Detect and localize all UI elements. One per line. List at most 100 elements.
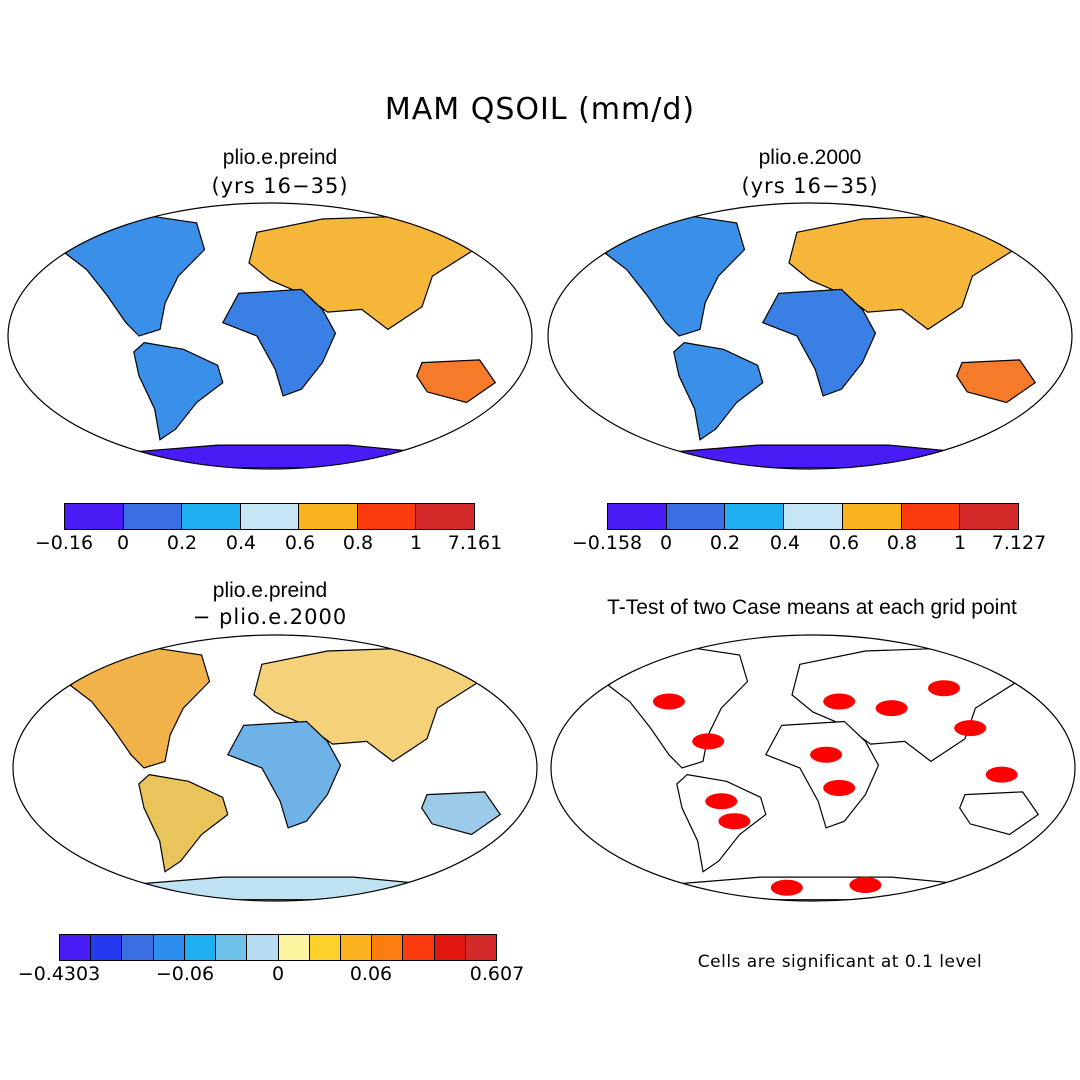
continent-samerica <box>133 341 224 441</box>
colorbar-swatch <box>91 935 123 960</box>
significant-cell-cluster <box>652 693 685 710</box>
colorbar-swatch <box>666 504 726 529</box>
continent-australia <box>956 359 1037 404</box>
significant-cell-cluster <box>875 700 908 717</box>
colorbar-swatch <box>123 504 183 529</box>
continent-australia <box>959 791 1040 836</box>
panel2-title: plio.e.2000 <box>758 146 862 169</box>
continent-australia <box>421 791 502 836</box>
continent-antarctica <box>627 876 1002 901</box>
colorbar-tick-label: 7.161 <box>447 532 503 554</box>
panel1-subtitle: (yrs 16−35) <box>211 174 349 198</box>
colorbar-swatch <box>434 935 466 960</box>
map-frame <box>7 202 533 470</box>
continent-africa <box>761 288 877 397</box>
colorbar-tick-label: 1 <box>953 532 967 554</box>
colorbar-tick-label: 0.4 <box>225 532 257 554</box>
colorbar-tick-label: 0.2 <box>709 532 741 554</box>
significant-cell-cluster <box>928 680 960 697</box>
colorbar-tick-label: 0.607 <box>469 963 525 985</box>
colorbar-tick-label: 0.2 <box>166 532 198 554</box>
colorbar-panel2 <box>607 503 1019 530</box>
colorbar-swatch <box>309 935 341 960</box>
colorbar-swatch <box>153 935 185 960</box>
panel4-title: T-Test of two Case means at each grid po… <box>607 596 1017 619</box>
significant-cell-cluster <box>954 720 987 737</box>
continent-antarctica <box>624 444 999 469</box>
colorbar-tick-label: 0.6 <box>284 532 316 554</box>
colorbar-tick-label: 0 <box>271 963 285 985</box>
colorbar-tick-label: −0.06 <box>155 963 215 985</box>
map-panel-3 <box>12 634 538 902</box>
map-frame <box>550 634 1076 902</box>
map-frame <box>12 634 538 902</box>
continent-australia <box>416 359 497 404</box>
continent-samerica <box>673 341 764 441</box>
continent-namerica <box>69 647 211 769</box>
colorbar-tick-label: 0.06 <box>349 963 393 985</box>
colorbar-swatch <box>842 504 902 529</box>
colorbar-swatch <box>240 504 300 529</box>
colorbar-tick-label: 0.4 <box>769 532 801 554</box>
colorbar-swatch <box>65 504 124 529</box>
map-frame <box>547 202 1073 470</box>
significant-cell-cluster <box>849 877 882 894</box>
colorbar-tick-label: 0.6 <box>828 532 860 554</box>
colorbar-tick-label: 0.8 <box>886 532 918 554</box>
colorbar-swatch <box>182 504 241 529</box>
panel1-title: plio.e.preind <box>222 146 338 169</box>
colorbar-swatch <box>122 935 154 960</box>
colorbar-swatch <box>216 935 248 960</box>
panel3-subtitle: − plio.e.2000 <box>192 605 348 629</box>
figure-title: MAM QSOIL (mm/d) <box>384 92 696 127</box>
colorbar-panel3 <box>59 934 497 961</box>
colorbar-tick-label: 0.8 <box>342 532 374 554</box>
colorbar-swatch <box>60 935 92 960</box>
panel2-subtitle: (yrs 16−35) <box>741 174 879 198</box>
panel3-title: plio.e.preind <box>212 579 328 602</box>
map-panel-4 <box>550 634 1076 902</box>
continent-antarctica <box>84 444 459 469</box>
significant-cell-cluster <box>770 879 803 896</box>
significant-cell-cluster <box>823 693 856 710</box>
colorbar-swatch <box>901 504 961 529</box>
colorbar-swatch <box>960 504 1019 529</box>
map-panel-2 <box>547 202 1073 470</box>
significant-cell-cluster <box>705 793 738 810</box>
continent-africa <box>764 720 880 829</box>
continent-samerica <box>138 773 229 873</box>
continent-africa <box>221 288 337 397</box>
colorbar-swatch <box>784 504 843 529</box>
significant-cell-cluster <box>985 766 1018 783</box>
colorbar-tick-label: −0.158 <box>571 532 643 554</box>
colorbar-swatch <box>357 504 417 529</box>
colorbar-swatch <box>372 935 404 960</box>
colorbar-swatch <box>299 504 358 529</box>
colorbar-swatch <box>184 935 217 960</box>
continent-namerica <box>607 647 749 769</box>
colorbar-swatch <box>278 935 310 960</box>
colorbar-swatch <box>416 504 475 529</box>
significance-note: Cells are significant at 0.1 level <box>697 952 983 972</box>
colorbar-tick-label: 1 <box>409 532 423 554</box>
colorbar-tick-label: 0 <box>116 532 130 554</box>
colorbar-tick-label: −0.4303 <box>17 963 101 985</box>
colorbar-tick-label: 0 <box>659 532 673 554</box>
colorbar-swatch <box>403 935 435 960</box>
colorbar-swatch <box>247 935 279 960</box>
significant-cell-cluster <box>692 733 725 750</box>
significant-cell-cluster <box>810 746 843 763</box>
significant-cell-cluster <box>718 813 751 830</box>
continent-namerica <box>64 215 206 337</box>
colorbar-tick-label: 7.127 <box>991 532 1047 554</box>
colorbar-swatch <box>725 504 785 529</box>
colorbar-tick-label: −0.16 <box>34 532 94 554</box>
map-panel-1 <box>7 202 533 470</box>
continent-antarctica <box>89 876 464 901</box>
colorbar-swatch <box>465 935 497 960</box>
significant-cell-cluster <box>823 779 856 796</box>
colorbar-swatch <box>608 504 667 529</box>
colorbar-swatch <box>340 935 373 960</box>
colorbar-panel1 <box>64 503 475 530</box>
